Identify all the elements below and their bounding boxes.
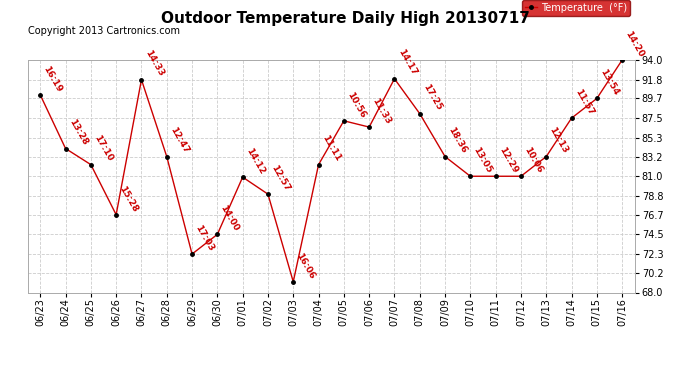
Text: 12:57: 12:57 xyxy=(269,164,291,193)
Text: 14:17: 14:17 xyxy=(396,48,418,77)
Text: Copyright 2013 Cartronics.com: Copyright 2013 Cartronics.com xyxy=(28,26,179,36)
Text: 17:10: 17:10 xyxy=(92,134,115,163)
Text: 10:06: 10:06 xyxy=(522,146,544,175)
Text: 11:57: 11:57 xyxy=(573,87,595,117)
Text: 13:54: 13:54 xyxy=(598,68,620,97)
Text: 17:03: 17:03 xyxy=(193,224,215,253)
Text: 10:56: 10:56 xyxy=(345,90,367,119)
Text: 12:47: 12:47 xyxy=(168,126,190,155)
Text: 13:05: 13:05 xyxy=(472,146,494,175)
Text: 14:12: 14:12 xyxy=(244,146,266,176)
Text: 11:11: 11:11 xyxy=(320,134,342,163)
Text: 14:20: 14:20 xyxy=(624,29,646,58)
Text: 13:28: 13:28 xyxy=(67,118,89,147)
Legend: Temperature  (°F): Temperature (°F) xyxy=(522,0,630,16)
Text: 12:13: 12:13 xyxy=(548,126,570,155)
Text: 17:25: 17:25 xyxy=(421,83,443,112)
Text: 16:06: 16:06 xyxy=(295,251,317,280)
Text: 14:33: 14:33 xyxy=(143,49,165,78)
Text: 14:00: 14:00 xyxy=(219,204,241,233)
Text: 11:33: 11:33 xyxy=(371,96,393,126)
Text: 16:19: 16:19 xyxy=(41,64,63,93)
Text: 18:36: 18:36 xyxy=(446,126,469,155)
Text: 15:28: 15:28 xyxy=(117,184,139,213)
Text: 12:29: 12:29 xyxy=(497,146,519,175)
Text: Outdoor Temperature Daily High 20130717: Outdoor Temperature Daily High 20130717 xyxy=(161,11,529,26)
